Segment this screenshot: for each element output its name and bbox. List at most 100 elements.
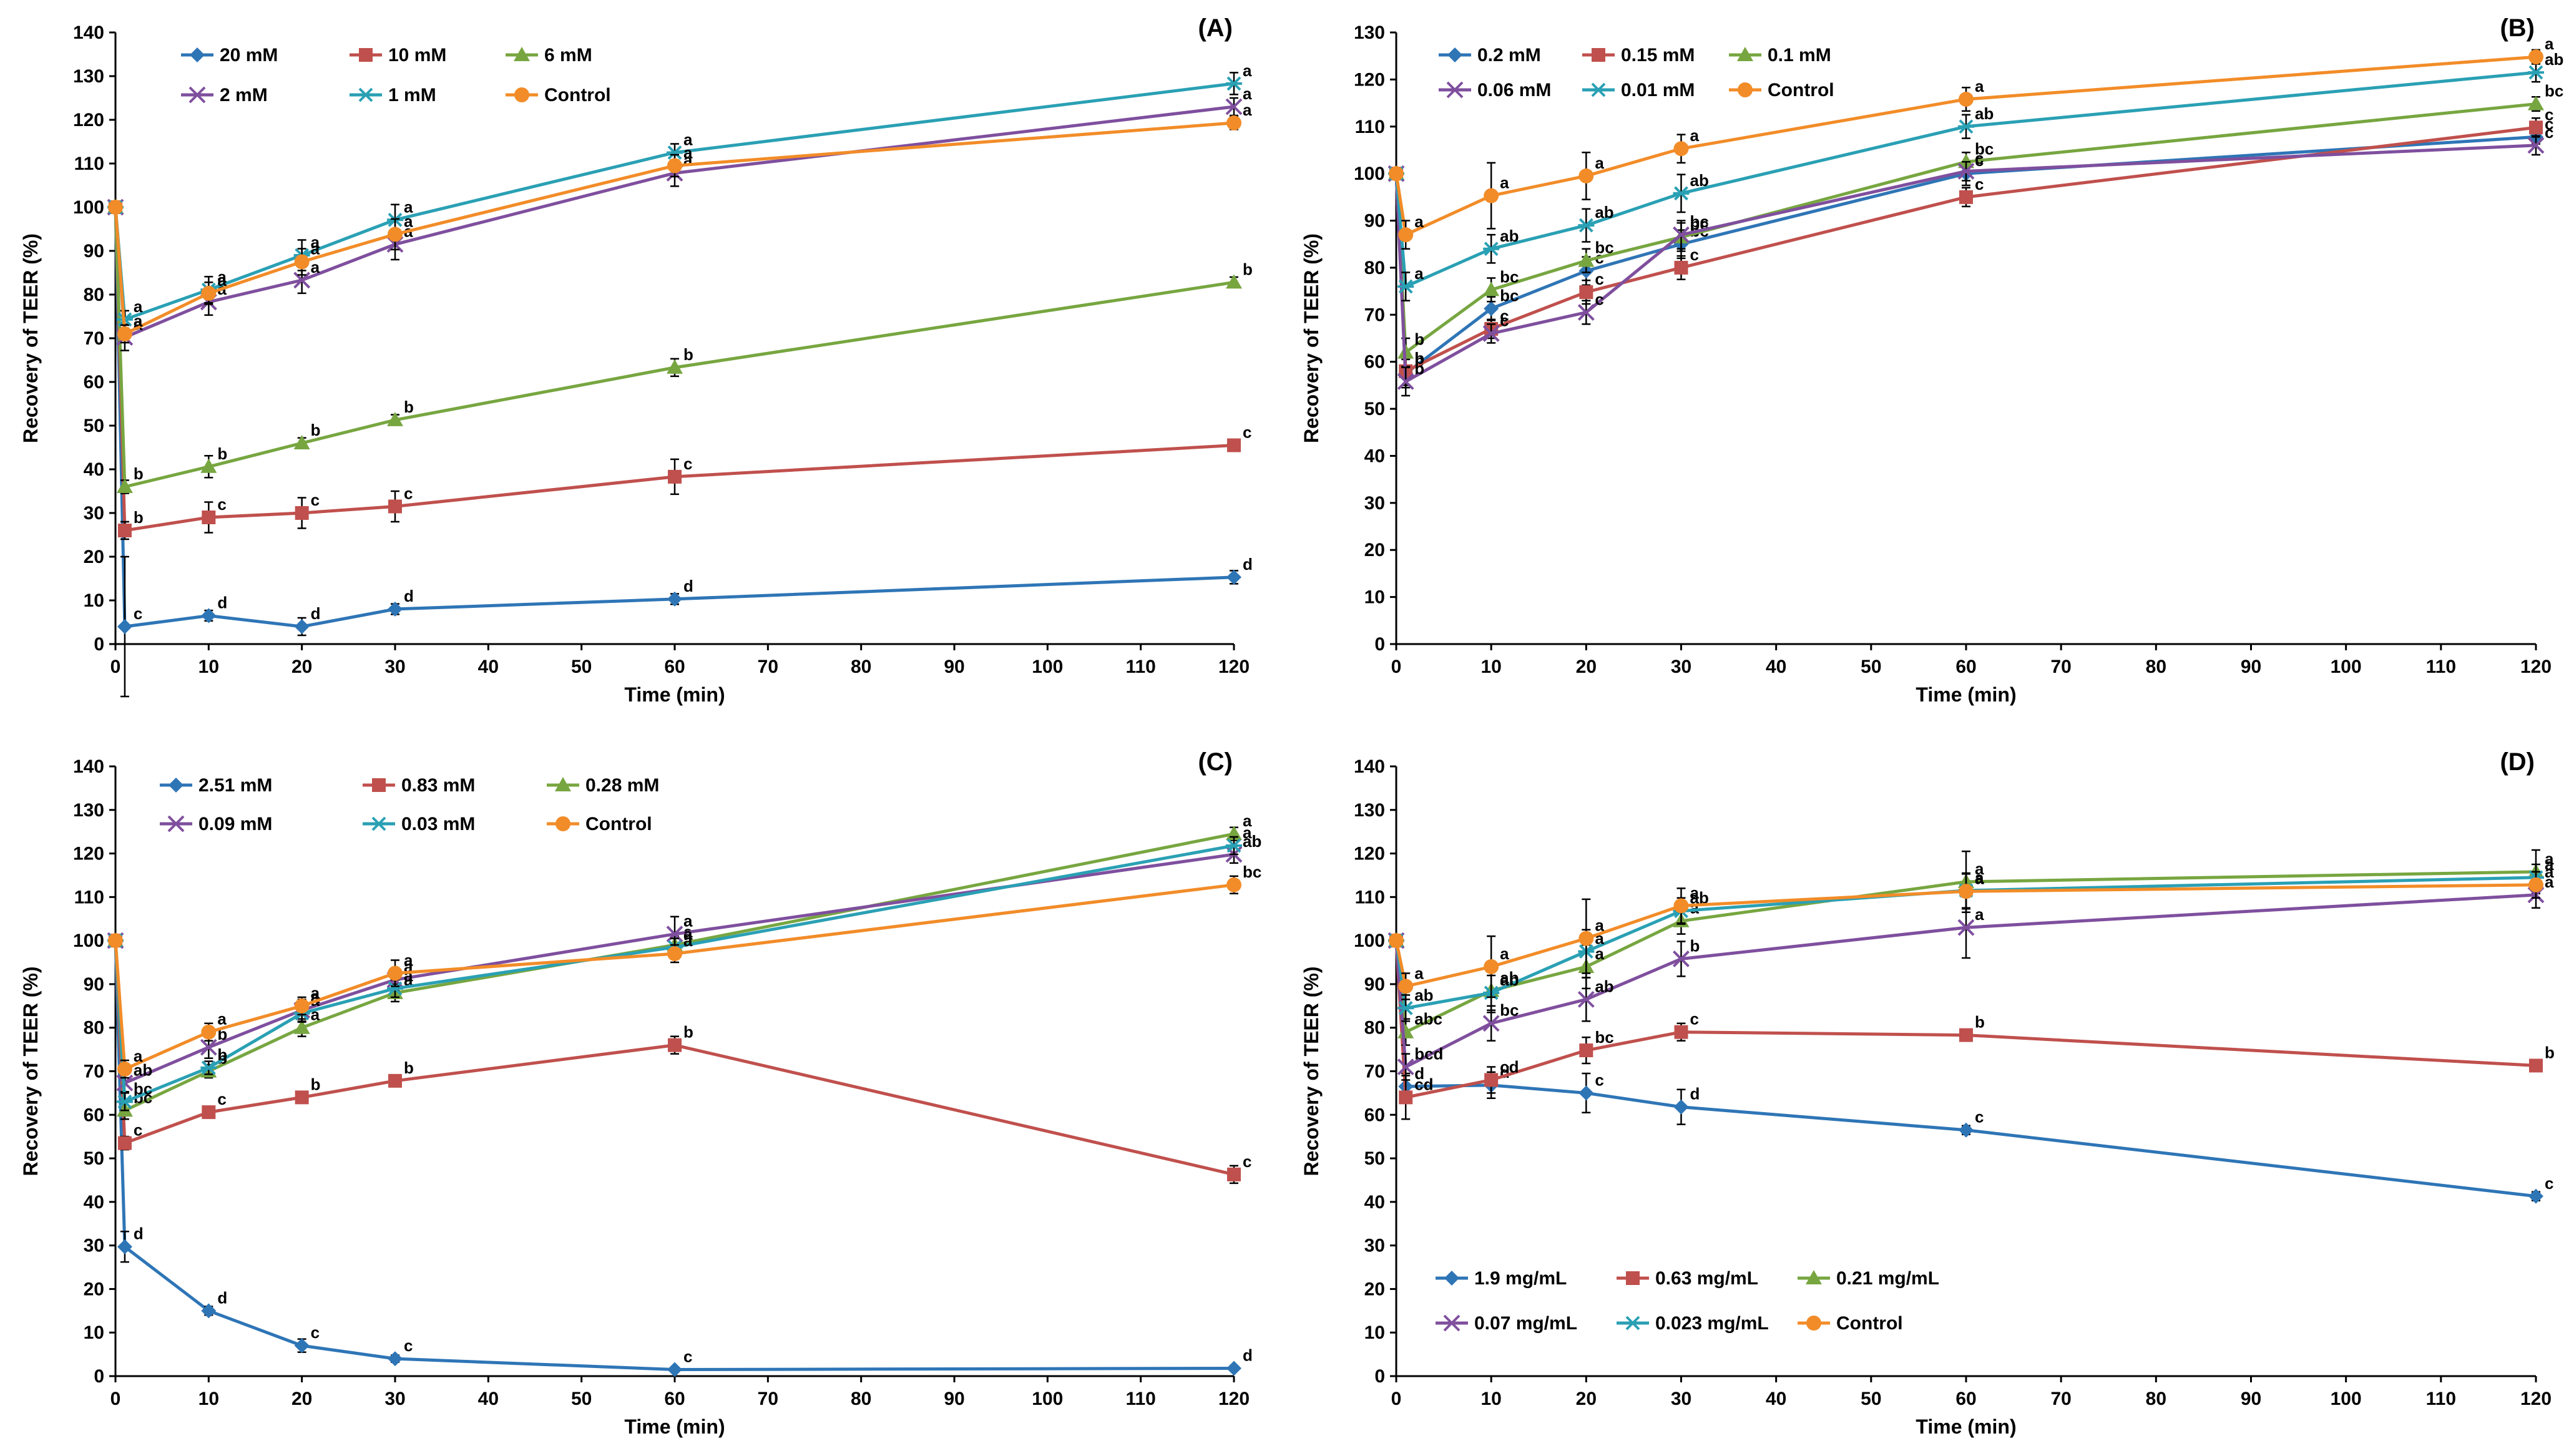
significance-label: c — [2545, 114, 2553, 133]
data-point — [295, 1090, 309, 1105]
data-point — [1226, 569, 1241, 585]
significance-label: a — [311, 984, 320, 1002]
x-tick-label: 80 — [851, 657, 871, 677]
y-tick-label: 130 — [73, 800, 104, 821]
x-tick-label: 110 — [1125, 1389, 1155, 1409]
data-point — [1226, 115, 1241, 130]
data-point — [1484, 188, 1499, 203]
significance-label: c — [1595, 1070, 1603, 1089]
y-tick-label: 60 — [1364, 352, 1385, 373]
legend-marker — [1626, 1271, 1640, 1285]
y-tick-label: 40 — [84, 1192, 104, 1213]
data-point — [1227, 438, 1241, 452]
y-tick-label: 110 — [74, 887, 104, 907]
x-axis-title: Time (min) — [624, 683, 725, 706]
x-tick-label: 0 — [110, 657, 121, 677]
x-tick-label: 100 — [1032, 657, 1063, 677]
data-point — [1397, 373, 1414, 390]
series-line — [1394, 940, 2537, 1100]
data-point — [2529, 1058, 2543, 1073]
legend-label: Control — [1836, 1313, 1903, 1334]
legend-label: 0.023 mg/mL — [1655, 1313, 1769, 1334]
data-point — [1673, 950, 1690, 967]
legend-item: 0.01 mM — [1582, 80, 1695, 100]
significance-label: a — [134, 297, 143, 316]
panel-label: (D) — [2500, 748, 2535, 776]
legend-marker — [1446, 81, 1464, 99]
data-point — [667, 158, 682, 173]
data-point — [1578, 252, 1595, 267]
x-tick-label: 100 — [1032, 1389, 1063, 1409]
significance-label: d — [217, 594, 227, 612]
legend-marker — [1738, 82, 1753, 97]
x-tick-label: 60 — [1955, 1389, 1976, 1409]
data-point — [1398, 227, 1414, 243]
series-0-01-mm: a ab ab ab ab ab — [1388, 50, 2563, 301]
significance-label: b — [134, 508, 144, 527]
panel-label: (B) — [2500, 14, 2535, 42]
significance-label: b — [683, 345, 693, 364]
data-point — [1226, 838, 1242, 853]
series-6-mm: b b b b b b — [107, 199, 1253, 494]
data-point — [1226, 76, 1242, 91]
significance-label: d — [404, 587, 414, 605]
y-tick-label: 0 — [1374, 634, 1385, 655]
data-point — [1578, 931, 1594, 946]
data-point — [1484, 301, 1499, 316]
x-tick-label: 110 — [2426, 1389, 2456, 1409]
significance-label: a — [1975, 905, 1984, 924]
significance-label: a — [1690, 883, 1700, 902]
data-point — [1397, 1000, 1414, 1015]
y-tick-label: 140 — [1354, 756, 1385, 777]
significance-label: b — [404, 398, 414, 416]
data-point — [388, 1073, 402, 1088]
significance-label: abc — [1414, 1010, 1442, 1028]
x-tick-label: 120 — [1218, 657, 1250, 677]
significance-label: a — [404, 197, 413, 216]
data-point — [667, 1362, 682, 1377]
x-tick-label: 0 — [1391, 657, 1402, 677]
x-tick-label: 30 — [1671, 1389, 1691, 1409]
y-tick-label: 50 — [1364, 1148, 1385, 1169]
data-point — [117, 619, 132, 634]
series-line — [114, 207, 1235, 628]
significance-label: a — [2545, 849, 2554, 868]
data-point — [200, 458, 217, 473]
legend-item: 0.15 mM — [1582, 45, 1695, 66]
y-tick-label: 80 — [84, 285, 104, 305]
significance-label: a — [404, 212, 413, 230]
significance-label: c — [1975, 1108, 1984, 1126]
x-tick-label: 10 — [198, 657, 219, 677]
data-point — [1226, 1361, 1241, 1376]
legend: 20 mM 10 mM 6 mM 2 mM 1 mM Control — [181, 45, 611, 105]
significance-label: c — [217, 1090, 226, 1108]
significance-label: bc — [1595, 238, 1613, 257]
y-tick-label: 30 — [1364, 1236, 1385, 1256]
x-tick-label: 80 — [2146, 1389, 2166, 1409]
data-point — [201, 608, 217, 623]
chart-panel-d: 0 10 20 30 40 50 60 70 80 90 100 110 120 130 140 0 10 20 3… — [1300, 748, 2555, 1438]
data-point — [1959, 92, 1974, 107]
data-point — [1673, 186, 1690, 201]
significance-label: c — [404, 1336, 413, 1355]
data-point — [202, 511, 216, 524]
legend: 2.51 mM 0.83 mM 0.28 mM 0.09 mM 0.03 mM Contr… — [160, 775, 659, 834]
data-point — [1483, 281, 1500, 296]
significance-label: a — [2545, 872, 2554, 891]
x-tick-label: 30 — [1671, 657, 1691, 677]
data-point — [668, 1038, 682, 1052]
y-tick-label: 130 — [73, 66, 104, 87]
data-point — [202, 1105, 216, 1120]
y-tick-label: 50 — [84, 1148, 104, 1169]
y-tick-label: 120 — [73, 110, 104, 130]
y-tick-label: 0 — [94, 634, 104, 655]
y-tick-label: 140 — [73, 756, 104, 777]
y-tick-label: 50 — [1364, 399, 1385, 419]
data-point — [1484, 959, 1499, 975]
legend-marker — [555, 816, 570, 831]
significance-label: c — [1690, 245, 1699, 264]
significance-label: b — [2545, 1043, 2555, 1062]
